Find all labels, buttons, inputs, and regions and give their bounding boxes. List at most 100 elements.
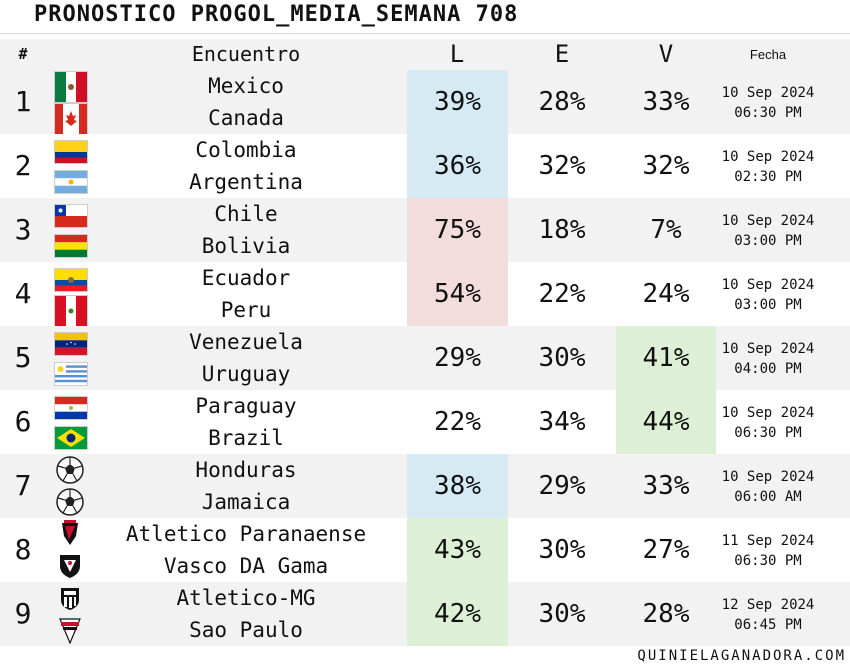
empate-pct: 30% bbox=[538, 535, 586, 565]
table-row: 7 Honduras Jamaica 38% 29% 33% 10 Sep 20… bbox=[0, 454, 850, 518]
match-datetime: 10 Sep 2024 03:00 PM bbox=[716, 262, 820, 326]
local-pct: 29% bbox=[434, 343, 481, 373]
team-flags bbox=[52, 134, 88, 198]
ecuador-flag-icon bbox=[54, 268, 88, 292]
match-teams: Honduras Jamaica bbox=[86, 454, 406, 518]
empate-pct: 32% bbox=[538, 151, 586, 181]
match-teams: Venezuela Uruguay bbox=[86, 326, 406, 390]
header-empate: E bbox=[554, 40, 570, 68]
match-time: 03:00 PM bbox=[734, 233, 802, 249]
match-date: 12 Sep 2024 bbox=[721, 597, 815, 613]
visitante-pct: 27% bbox=[642, 535, 690, 565]
match-number: 7 bbox=[14, 469, 32, 502]
empate-pct: 28% bbox=[538, 87, 586, 117]
mexico-flag-icon bbox=[54, 71, 88, 103]
away-team: Argentina bbox=[189, 170, 303, 194]
home-team: Chile bbox=[214, 202, 278, 226]
footer-site: QUINIELAGANADORA.COM bbox=[637, 648, 846, 664]
team-flags bbox=[52, 70, 88, 135]
empate-pct: 22% bbox=[538, 279, 586, 309]
paraguay-flag-icon bbox=[54, 396, 88, 420]
match-teams: Chile Bolivia bbox=[86, 198, 406, 262]
home-team: Mexico bbox=[208, 74, 284, 98]
match-teams: Ecuador Peru bbox=[86, 262, 406, 326]
match-time: 06:30 PM bbox=[734, 425, 802, 441]
match-date: 10 Sep 2024 bbox=[721, 341, 815, 357]
match-number: 3 bbox=[14, 213, 32, 246]
match-datetime: 10 Sep 2024 04:00 PM bbox=[716, 326, 820, 390]
away-team: Uruguay bbox=[201, 362, 291, 386]
header-num: # bbox=[18, 45, 28, 63]
away-team: Bolivia bbox=[201, 234, 291, 258]
team-flags bbox=[52, 198, 88, 262]
match-time: 06:30 PM bbox=[734, 105, 802, 121]
visitante-pct: 41% bbox=[616, 326, 716, 390]
match-date: 10 Sep 2024 bbox=[721, 213, 815, 229]
match-number: 4 bbox=[14, 277, 32, 310]
bolivia-flag-icon bbox=[54, 234, 88, 258]
empate-pct: 30% bbox=[538, 599, 586, 629]
match-datetime: 10 Sep 2024 06:00 AM bbox=[716, 454, 820, 518]
team-flags bbox=[52, 262, 88, 327]
local-pct: 43% bbox=[407, 518, 508, 582]
table-row: 8 Atletico Paranaense Vasco DA Gama 43% … bbox=[0, 518, 850, 582]
uruguay-flag-icon bbox=[54, 362, 88, 386]
peru-flag-icon bbox=[54, 295, 88, 327]
match-teams: Mexico Canada bbox=[86, 70, 406, 134]
match-datetime: 12 Sep 2024 06:45 PM bbox=[716, 582, 820, 646]
match-datetime: 10 Sep 2024 02:30 PM bbox=[716, 134, 820, 198]
match-time: 06:00 AM bbox=[734, 489, 802, 505]
brazil-flag-icon bbox=[54, 426, 88, 450]
home-team: Colombia bbox=[195, 138, 297, 162]
match-number: 9 bbox=[14, 597, 32, 630]
local-pct: 75% bbox=[407, 198, 508, 262]
visitante-pct: 24% bbox=[642, 279, 690, 309]
visitante-pct: 33% bbox=[642, 471, 690, 501]
local-pct: 22% bbox=[434, 407, 481, 437]
empate-pct: 29% bbox=[538, 471, 586, 501]
match-time: 06:45 PM bbox=[734, 617, 802, 633]
away-team: Jamaica bbox=[201, 490, 291, 514]
matches-table: 1 Mexico Canada 39% 28% 33% 10 Sep 2024 … bbox=[0, 70, 850, 646]
visitante-pct: 28% bbox=[642, 599, 690, 629]
match-date: 10 Sep 2024 bbox=[721, 405, 815, 421]
match-number: 5 bbox=[14, 341, 32, 374]
away-team: Peru bbox=[220, 298, 272, 322]
visitante-pct: 44% bbox=[616, 390, 716, 454]
visitante-pct: 33% bbox=[642, 87, 690, 117]
chile-flag-icon bbox=[54, 204, 88, 228]
away-team: Sao Paulo bbox=[189, 618, 303, 642]
match-number: 8 bbox=[14, 533, 32, 566]
match-time: 04:00 PM bbox=[734, 361, 802, 377]
home-team: Atletico-MG bbox=[176, 586, 316, 610]
athletico-paranaense-crest-icon bbox=[62, 520, 78, 545]
table-row: 3 Chile Bolivia 75% 18% 7% 10 Sep 2024 0… bbox=[0, 198, 850, 262]
empate-pct: 30% bbox=[538, 343, 586, 373]
header-local: L bbox=[449, 40, 465, 68]
match-time: 06:30 PM bbox=[734, 553, 802, 569]
vasco-da-gama-crest-icon bbox=[60, 555, 80, 578]
match-teams: Paraguay Brazil bbox=[86, 390, 406, 454]
local-pct: 54% bbox=[407, 262, 508, 326]
home-team: Honduras bbox=[195, 458, 297, 482]
soccer-ball-icon bbox=[56, 488, 84, 516]
local-pct: 36% bbox=[407, 134, 508, 198]
empate-pct: 18% bbox=[538, 215, 586, 245]
page-title: PRONOSTICO PROGOL_MEDIA_SEMANA 708 bbox=[34, 2, 519, 27]
table-header: # Encuentro L E V Fecha bbox=[0, 39, 850, 70]
canada-flag-icon bbox=[54, 103, 88, 135]
match-teams: Atletico Paranaense Vasco DA Gama bbox=[86, 518, 406, 582]
atletico-mg-crest-icon bbox=[61, 588, 79, 610]
match-time: 02:30 PM bbox=[734, 169, 802, 185]
team-flags bbox=[52, 326, 88, 390]
local-pct: 42% bbox=[407, 582, 508, 646]
empate-pct: 34% bbox=[538, 407, 586, 437]
title-divider bbox=[0, 33, 850, 34]
home-team: Ecuador bbox=[201, 266, 291, 290]
header-fecha: Fecha bbox=[749, 47, 787, 62]
venezuela-flag-icon bbox=[54, 332, 88, 356]
home-team: Venezuela bbox=[189, 330, 303, 354]
header-encuentro: Encuentro bbox=[191, 42, 301, 66]
away-team: Brazil bbox=[208, 426, 284, 450]
visitante-pct: 7% bbox=[650, 215, 682, 245]
